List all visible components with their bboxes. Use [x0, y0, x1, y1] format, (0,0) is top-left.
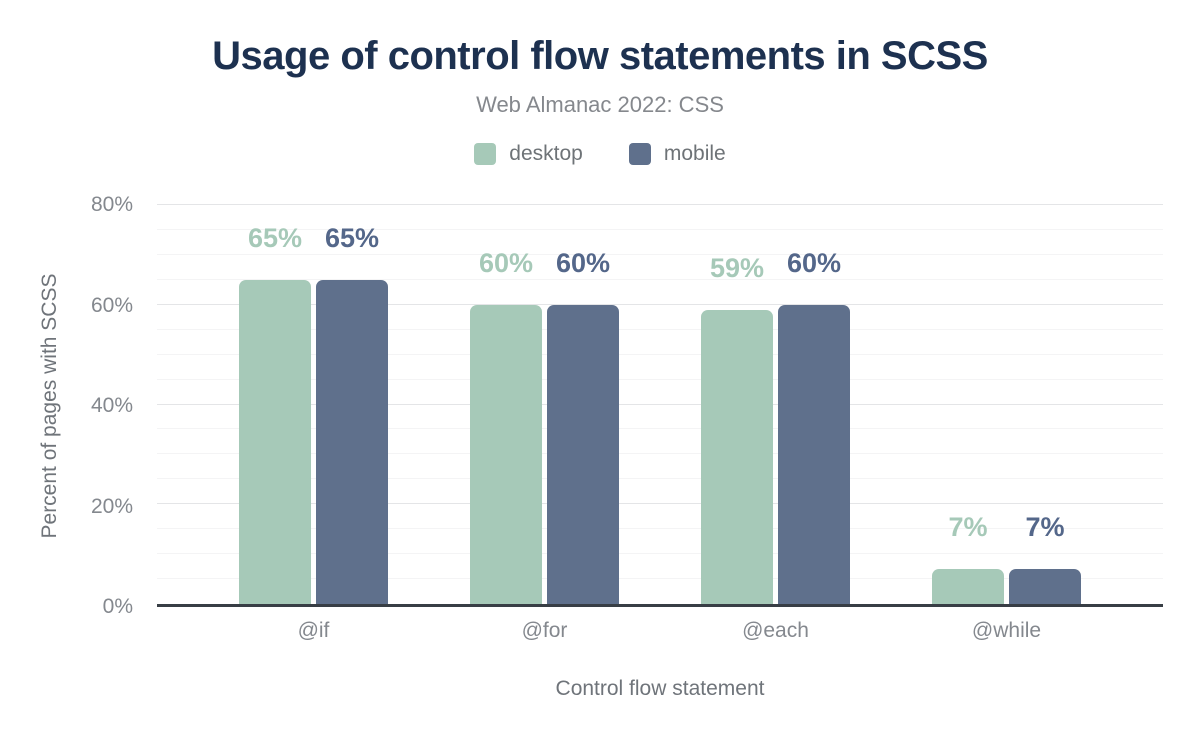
legend-label: desktop: [509, 142, 583, 165]
gridline-minor-30: [157, 453, 1163, 455]
plot-area: 65% 65% 60% 60% 59% 60% 7% 7%: [157, 204, 1163, 607]
bar-desktop-@while[interactable]: [932, 569, 1004, 604]
x-tick-label-@while: @while: [971, 619, 1042, 642]
bar-value-label-desktop-@while: 7%: [948, 512, 988, 543]
gridline-major-80: [157, 204, 1163, 205]
y-axis-ticks: 0% 20% 40% 60% 80%: [0, 193, 145, 618]
legend-swatch-desktop: [474, 143, 497, 165]
bar-value-label-mobile-@for: 60%: [555, 248, 611, 279]
bar-group-@if: 65% 65%: [198, 205, 429, 604]
y-axis-title: Percent of pages with SCSS: [38, 273, 61, 539]
gridline-minor-70: [157, 253, 1163, 255]
bar-col-desktop-@if: 65%: [239, 205, 311, 604]
x-tick-label-@if: @if: [297, 619, 330, 642]
gridline-major-60: [157, 303, 1163, 305]
y-tick-label-60%: 60%: [90, 293, 133, 317]
legend-label: mobile: [663, 142, 726, 165]
legend-item-desktop[interactable]: desktop: [474, 142, 583, 166]
bar-col-mobile-@if: 65%: [316, 205, 388, 604]
bar-desktop-@if[interactable]: [239, 279, 311, 604]
x-axis-ticks: @if @for @each @while: [157, 619, 1163, 643]
bar-value-label-desktop-@if: 65%: [247, 223, 303, 254]
bar-col-desktop-@while: 7%: [932, 205, 1004, 604]
y-tick-label-0%: 0%: [102, 595, 133, 618]
bar-desktop-@for[interactable]: [470, 304, 542, 604]
bar-col-mobile-@for: 60%: [547, 205, 619, 604]
bar-col-mobile-@each: 60%: [778, 205, 850, 604]
bar-group-@while: 7% 7%: [891, 205, 1122, 604]
bar-group-@each: 59% 60%: [660, 205, 891, 604]
bar-desktop-@each[interactable]: [701, 309, 773, 604]
y-tick-label-20%: 20%: [90, 494, 133, 518]
gridline-minor-15: [157, 528, 1163, 530]
x-tick-label-@each: @each: [742, 619, 809, 642]
legend-swatch-mobile: [628, 143, 651, 165]
x-tick-label-@for: @for: [521, 619, 568, 642]
gridline-major-20: [157, 503, 1163, 505]
bar-value-label-mobile-@if: 65%: [324, 223, 380, 254]
gridline-minor-25: [157, 478, 1163, 480]
chart-title: Usage of control flow statements in SCSS: [212, 34, 988, 78]
chart-subtitle: Web Almanac 2022: CSS: [476, 92, 724, 117]
legend-item-mobile[interactable]: mobile: [628, 142, 726, 166]
bar-value-label-desktop-@each: 59%: [709, 253, 765, 284]
y-tick-label-40%: 40%: [90, 394, 133, 417]
bar-col-desktop-@each: 59%: [701, 205, 773, 604]
gridline-minor-10: [157, 553, 1163, 555]
bar-col-desktop-@for: 60%: [470, 205, 542, 604]
bar-mobile-@while[interactable]: [1009, 569, 1081, 604]
y-tick-label-80%: 80%: [90, 193, 133, 216]
legend: desktop mobile: [0, 142, 1200, 166]
x-axis-title: Control flow statement: [555, 677, 765, 700]
gridline-minor-35: [157, 428, 1163, 430]
gridline-minor-55: [157, 328, 1163, 330]
bar-col-mobile-@while: 7%: [1009, 205, 1081, 604]
bar-value-label-mobile-@each: 60%: [786, 248, 842, 279]
bar-groups: 65% 65% 60% 60% 59% 60% 7% 7%: [157, 205, 1163, 604]
gridline-minor-45: [157, 378, 1163, 380]
gridline-minor-65: [157, 278, 1163, 280]
gridline-minor-75: [157, 228, 1163, 230]
gridline-minor-5: [157, 578, 1163, 580]
bar-mobile-@each[interactable]: [778, 304, 850, 604]
gridline-minor-50: [157, 353, 1163, 355]
bar-value-label-desktop-@for: 60%: [478, 248, 534, 279]
bar-mobile-@if[interactable]: [316, 279, 388, 604]
gridline-major-40: [157, 403, 1163, 405]
bar-mobile-@for[interactable]: [547, 304, 619, 604]
bar-value-label-mobile-@while: 7%: [1025, 512, 1065, 543]
bar-group-@for: 60% 60%: [429, 205, 660, 604]
